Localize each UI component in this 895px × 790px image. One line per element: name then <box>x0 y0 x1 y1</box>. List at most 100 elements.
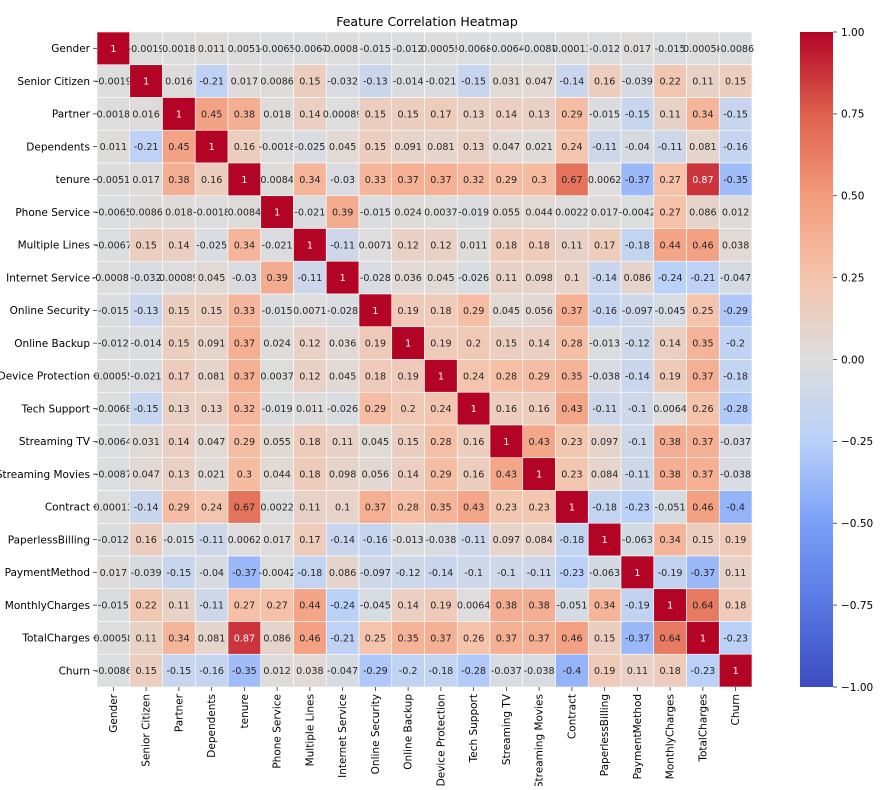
cell-value-label: -0.4 <box>726 502 745 513</box>
cell-value-label: 0.18 <box>299 437 320 448</box>
cell-value-label: 0.87 <box>692 175 713 186</box>
cell-value-label: -0.29 <box>723 306 748 317</box>
cell-value-label: 0.14 <box>299 109 320 120</box>
heatmap-cell <box>620 228 655 262</box>
cell-value-label: 0.091 <box>198 339 225 350</box>
cell-value-label: 0.43 <box>463 502 484 513</box>
cell-value-label: 0.0037 <box>424 208 458 219</box>
cell-value-label: -0.0065 <box>259 44 296 55</box>
heatmap-cell <box>522 293 556 328</box>
x-tick-labels: Gender Senior Citizen Partner Dependents ten… <box>108 687 742 788</box>
cell-value-label: -0.0087 <box>521 44 558 55</box>
cell-value-label: 0.29 <box>496 175 517 186</box>
heatmap-cell <box>325 97 360 131</box>
cell-value-label: 0.22 <box>659 77 680 88</box>
cell-value-label: 0.13 <box>463 142 484 153</box>
heatmap-cell <box>194 97 229 131</box>
cell-value-label: 0.17 <box>168 371 189 382</box>
heatmap-cell <box>555 31 589 66</box>
cell-value-label: 0.38 <box>659 437 680 448</box>
cell-value-label: 0.64 <box>659 633 680 644</box>
cell-value-label: -0.1 <box>628 404 647 415</box>
heatmap-cell <box>456 653 491 688</box>
cell-value-label: 0.00058 <box>94 633 134 644</box>
heatmap-cell <box>325 129 360 164</box>
cell-value-label: 0.00013 <box>552 44 592 55</box>
heatmap-cell <box>555 64 589 98</box>
cell-value-label: 0.00013 <box>94 502 134 513</box>
cell-value-label: 0.15 <box>397 109 418 120</box>
cell-value-label: 0.017 <box>591 208 618 219</box>
cell-value-label: -0.019 <box>458 208 489 219</box>
y-tick-label: Streaming TV <box>19 436 91 448</box>
cell-value-label: 0.0051 <box>97 175 131 186</box>
cell-value-label: 0.14 <box>496 109 517 120</box>
cell-value-label: 0.38 <box>496 601 517 612</box>
cell-value-label: 0.098 <box>329 470 356 481</box>
cell-value-label: 0.37 <box>430 175 451 186</box>
heatmap-cell <box>293 457 327 491</box>
cell-value-label: 0.055 <box>263 437 290 448</box>
heatmap-cell <box>293 162 327 197</box>
heatmap-cell <box>653 424 687 459</box>
cell-value-label: 0.044 <box>263 470 290 481</box>
heatmap-cell <box>293 195 327 229</box>
heatmap-cell <box>293 129 327 164</box>
heatmap-cell <box>620 260 655 295</box>
cell-value-label: -0.063 <box>622 535 653 546</box>
heatmap-cell <box>620 588 655 622</box>
cell-value-label: -0.0064 <box>95 437 132 448</box>
cell-value-label: 0.14 <box>168 437 189 448</box>
cell-value-label: -0.11 <box>199 601 224 612</box>
heatmap-cell <box>96 64 131 98</box>
cell-value-label: 0.67 <box>234 502 255 513</box>
x-tick-label: Churn <box>730 694 742 725</box>
cell-value-label: -0.11 <box>461 535 486 546</box>
cell-value-label: 0.23 <box>528 502 549 513</box>
heatmap-cell <box>620 490 655 524</box>
cell-value-label: -0.18 <box>297 568 322 579</box>
cell-value-label: 0.13 <box>463 109 484 120</box>
heatmap-cell <box>358 293 393 328</box>
x-tick-label: Phone Service <box>272 694 284 769</box>
cell-value-label: -0.11 <box>592 404 617 415</box>
heatmap-cell <box>653 129 687 164</box>
heatmap-cell <box>489 326 524 360</box>
heatmap-cell <box>391 195 425 229</box>
heatmap-cell <box>293 621 327 655</box>
heatmap-cell <box>489 391 524 426</box>
heatmap-cell <box>686 359 720 393</box>
cell-value-label: 0.036 <box>394 273 421 284</box>
cell-value-label: -0.015 <box>589 109 620 120</box>
cell-value-label: 0.084 <box>525 535 552 546</box>
cell-value-label: 0.43 <box>496 470 517 481</box>
heatmap-cell <box>358 359 393 393</box>
cell-value-label: -0.097 <box>360 568 391 579</box>
cell-value-label: 0.46 <box>299 633 320 644</box>
heatmap-cell <box>194 555 229 590</box>
heatmap-cell <box>424 195 458 229</box>
cell-value-label: 0.18 <box>365 371 386 382</box>
heatmap-cell <box>686 293 720 328</box>
heatmap-cell <box>293 391 327 426</box>
heatmap-cell <box>260 359 294 393</box>
cell-value-label: -0.012 <box>589 44 620 55</box>
cell-value-label: 0.0071 <box>293 306 327 317</box>
heatmap-cell <box>555 359 589 393</box>
cell-value-label: 0.0022 <box>260 502 294 513</box>
cell-value-label: 0.091 <box>394 142 421 153</box>
cell-value-label: -0.013 <box>393 535 424 546</box>
heatmap-cell <box>129 391 163 426</box>
heatmap-cell <box>391 97 425 131</box>
colorbar-tick-label: 0.75 <box>841 109 864 121</box>
heatmap-cell <box>358 195 393 229</box>
cell-value-label: -0.028 <box>360 273 391 284</box>
cell-value-label: 0.15 <box>725 77 746 88</box>
colorbar-tick-label: −1.00 <box>841 682 873 694</box>
cell-value-label: 0.32 <box>463 175 484 186</box>
colorbar-tick-label: 0.00 <box>841 354 864 366</box>
cell-value-label: 0.18 <box>528 240 549 251</box>
cell-value-label: 1 <box>733 666 739 677</box>
heatmap-cell <box>686 64 720 98</box>
cell-value-label: 0.0084 <box>228 208 262 219</box>
